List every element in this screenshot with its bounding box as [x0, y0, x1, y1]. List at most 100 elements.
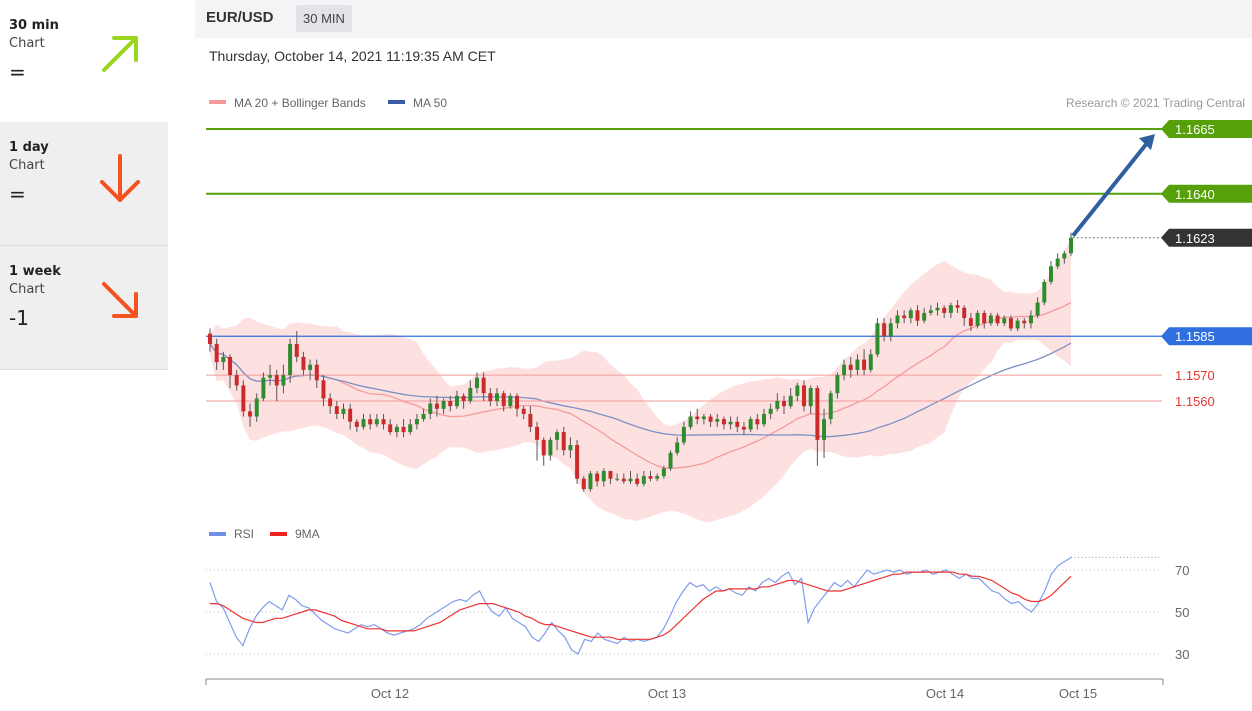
candle — [875, 318, 880, 357]
candle — [681, 421, 686, 446]
candle — [221, 351, 226, 370]
candle — [521, 406, 526, 420]
candle — [888, 318, 893, 342]
candle — [1055, 253, 1060, 269]
candle — [701, 413, 706, 425]
candle — [394, 424, 399, 438]
candle — [661, 465, 666, 479]
rsi-tick-label: 50 — [1175, 605, 1189, 620]
candle — [641, 470, 646, 487]
timeframe-sidebar: 30 min Chart = 1 day Chart = 1 week Char… — [0, 0, 168, 711]
candle — [1022, 318, 1027, 329]
candle — [608, 470, 613, 484]
candle — [928, 305, 933, 316]
timeframe-value: -1 — [9, 306, 29, 330]
x-tick-label: Oct 14 — [926, 686, 964, 701]
level-label: 1.1640 — [1175, 187, 1215, 202]
price-chart[interactable]: MA 20 + Bollinger Bands MA 50 Research ©… — [195, 38, 1252, 711]
candle — [228, 354, 233, 389]
candle — [248, 403, 253, 427]
level-last: 1.1623 — [1073, 228, 1252, 247]
candle — [548, 437, 553, 461]
timeframe-30min-card[interactable]: 30 min Chart = — [0, 0, 168, 124]
level-support: 1.1560 — [206, 394, 1215, 409]
candle — [822, 408, 827, 458]
candle — [795, 382, 800, 401]
x-tick-label: Oct 13 — [648, 686, 686, 701]
candle — [761, 408, 766, 427]
candle — [481, 372, 486, 401]
level-label: 1.1665 — [1175, 122, 1215, 137]
rsi-tick-label: 70 — [1175, 563, 1189, 578]
candle — [321, 375, 326, 407]
bollinger-band-area — [210, 238, 1071, 523]
arrow-up-right-icon — [102, 36, 138, 72]
candle — [555, 429, 560, 451]
candle — [575, 439, 580, 484]
chart-datetime: Thursday, October 14, 2021 11:19:35 AM C… — [209, 48, 496, 64]
candle — [414, 413, 419, 430]
timeframe-subtitle: Chart — [9, 158, 45, 173]
candle — [721, 416, 726, 430]
candle — [381, 413, 386, 430]
target-arrow-head — [1139, 134, 1155, 151]
candle — [802, 380, 807, 412]
candle — [601, 468, 606, 487]
candle — [988, 312, 993, 326]
chart-header: EUR/USD 30 MIN — [195, 0, 1252, 38]
candle — [294, 331, 299, 363]
candle — [808, 385, 813, 414]
candle — [835, 372, 840, 399]
arrow-down-right-icon — [102, 282, 138, 318]
timeframe-1week-card[interactable]: 1 week Chart -1 — [0, 246, 168, 370]
level-label: 1.1623 — [1175, 231, 1215, 246]
candle — [288, 338, 293, 383]
candle — [535, 421, 540, 461]
rsi-legend-label: RSI — [234, 527, 254, 541]
candle — [268, 364, 273, 386]
x-tick-label: Oct 12 — [371, 686, 409, 701]
ma50-legend-swatch — [388, 100, 405, 104]
candle — [628, 470, 633, 484]
ma20-legend-swatch — [209, 100, 226, 104]
candle — [208, 328, 212, 352]
candle — [788, 388, 793, 409]
candle — [361, 413, 366, 430]
candle — [1008, 315, 1013, 332]
level-support: 1.1570 — [206, 368, 1215, 383]
candlesticks — [208, 232, 1073, 492]
candle — [728, 416, 733, 430]
candle — [368, 413, 373, 430]
candle — [621, 473, 626, 484]
chart-panel: EUR/USD 30 MIN Thursday, October 14, 202… — [195, 0, 1252, 711]
timeframe-chip[interactable]: 30 MIN — [296, 5, 352, 32]
ma20-line — [209, 301, 1072, 470]
candle — [474, 372, 479, 394]
candle — [922, 307, 927, 324]
level-target: 1.1665 — [206, 120, 1252, 138]
timeframe-title: 1 day — [9, 140, 49, 155]
timeframe-1day-card[interactable]: 1 day Chart = — [0, 122, 168, 246]
candle — [314, 359, 319, 389]
candle — [421, 408, 426, 422]
candle — [528, 406, 533, 433]
level-pivot: 1.1585 — [206, 327, 1252, 346]
candle — [815, 385, 820, 466]
candle — [948, 302, 953, 319]
ma20-legend-label: MA 20 + Bollinger Bands — [234, 96, 366, 110]
candle — [868, 349, 873, 373]
candle — [261, 372, 266, 401]
candle — [708, 413, 713, 427]
target-arrow-shaft — [1071, 141, 1149, 238]
candle — [508, 393, 513, 409]
candle — [895, 310, 900, 329]
candle — [541, 437, 546, 466]
candle — [1062, 250, 1067, 264]
candle — [561, 426, 566, 456]
candle — [695, 408, 700, 425]
level-label: 1.1570 — [1175, 368, 1215, 383]
candle — [1069, 232, 1073, 256]
candle — [495, 388, 499, 407]
candle — [982, 310, 987, 329]
candle — [408, 419, 413, 435]
